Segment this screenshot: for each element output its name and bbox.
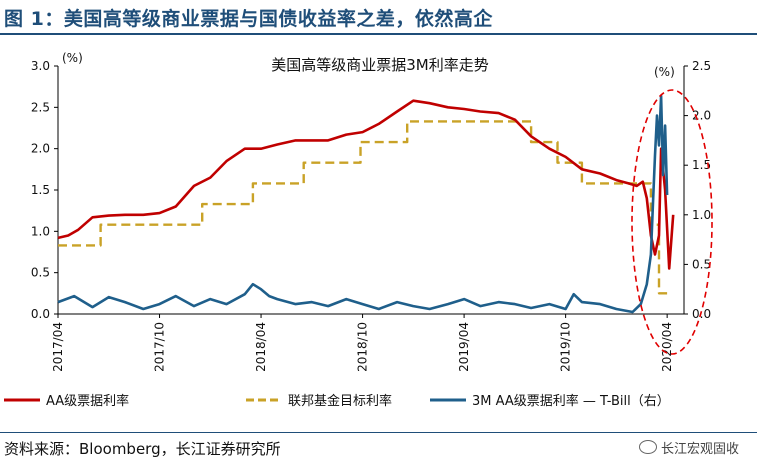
x-tick-label: 2017/10 — [153, 322, 167, 372]
series-line-3 — [57, 94, 669, 314]
legend-label-1: AA级票据利率 — [46, 393, 129, 409]
left-tick-label: 3.0 — [31, 59, 50, 73]
header-rule — [0, 33, 757, 35]
series-line-2 — [58, 120, 672, 295]
right-tick-label: 0.0 — [692, 307, 711, 321]
watermark-text: 长江宏观固收 — [660, 442, 739, 457]
legend-label-2: 联邦基金目标利率 — [288, 393, 392, 409]
left-tick-label: 0.0 — [31, 307, 50, 321]
x-tick-label: 2018/04 — [254, 322, 268, 372]
figure-header: 图 1：美国高等级商业票据与国债收益率之差，依然高企 — [0, 0, 757, 35]
highlight-ellipse — [631, 89, 713, 355]
left-tick-label: 2.0 — [31, 142, 50, 156]
left-tick-label: 1.5 — [31, 183, 50, 197]
wechat-icon — [638, 440, 657, 454]
series-line-1 — [57, 99, 675, 270]
chart-title: 美国高等级商业票据3M利率走势 — [271, 56, 489, 74]
line-chart: 美国高等级商业票据3M利率走势 (%) (%) 0.0 0.5 1.0 1.5 2.0 2.5… — [4, 51, 713, 409]
right-tick-label: 1.5 — [692, 158, 711, 172]
left-tick-label: 2.5 — [31, 100, 50, 114]
figure-title: 图 1：美国高等级商业票据与国债收益率之差，依然高企 — [4, 8, 493, 30]
right-axis-unit: (%) — [654, 65, 675, 79]
source-note: 资料来源：Bloomberg，长江证券研究所 — [4, 440, 281, 458]
left-axis-unit: (%) — [62, 51, 83, 65]
right-tick-label: 0.5 — [692, 257, 711, 271]
x-tick-label: 2019/04 — [457, 322, 471, 372]
chart-axes: (%) (%) 0.0 0.5 1.0 1.5 2.0 2.5 3.0 0.0 0.5 1.0 1.5 2… — [31, 51, 711, 372]
series-layer — [57, 94, 675, 314]
chart-legend: AA级票据利率 联邦基金目标利率 3M AA级票据利率 — T-Bill（右） — [4, 393, 670, 409]
x-tick-label: 2020/04 — [660, 322, 674, 372]
source-rule — [0, 432, 757, 433]
right-tick-label: 2.5 — [692, 59, 711, 73]
left-tick-label: 0.5 — [31, 266, 50, 280]
x-tick-label: 2018/10 — [356, 322, 370, 372]
legend-label-3: 3M AA级票据利率 — T-Bill（右） — [472, 393, 670, 409]
x-tick-label: 2019/10 — [559, 322, 573, 372]
right-tick-label: 1.0 — [692, 208, 711, 222]
watermark: 长江宏观固收 — [638, 438, 739, 457]
x-tick-label: 2017/04 — [51, 322, 65, 372]
left-tick-label: 1.0 — [31, 224, 50, 238]
